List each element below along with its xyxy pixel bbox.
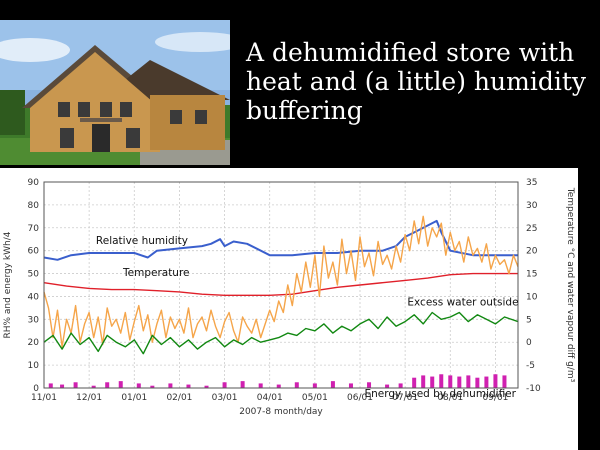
energy-bar	[294, 382, 299, 388]
x-tick-label: 02/01	[166, 393, 192, 403]
building-photo-drawing	[0, 20, 230, 165]
x-tick-label: 06/01	[347, 393, 373, 403]
x-tick-label: 11/01	[31, 393, 57, 403]
chart-series	[43, 215, 519, 388]
y-right-tick-label: 20	[526, 247, 538, 257]
chart-grid	[43, 181, 518, 389]
y-left-tick-label: 20	[28, 338, 40, 348]
x-tick-label: 08/01	[437, 393, 463, 403]
energy-bar	[118, 381, 123, 388]
series-line	[43, 311, 519, 355]
y-axis-left-title: RH% and energy kWh/4	[3, 231, 13, 338]
energy-bar	[150, 385, 155, 388]
energy-bar	[385, 384, 390, 388]
energy-bar	[421, 375, 426, 388]
y-left-tick-label: 70	[28, 224, 40, 234]
series-line	[43, 215, 519, 348]
energy-bar	[60, 384, 65, 388]
x-tick-label: 04/01	[257, 393, 283, 403]
energy-bar	[439, 374, 444, 388]
energy-bar	[73, 382, 78, 388]
x-tick-label: 03/01	[212, 393, 238, 403]
series-annotation: Excess water outside	[407, 297, 518, 309]
energy-bar	[430, 376, 435, 388]
x-tick-label: 01/01	[121, 393, 147, 403]
x-tick-label: 05/01	[302, 393, 328, 403]
y-axis-right-title: Temperature °C and water vapour diff g/m…	[565, 187, 575, 383]
y-right-tick-label: 15	[526, 270, 537, 280]
x-tick-label: 09/01	[482, 393, 508, 403]
x-tick-label: 07/01	[392, 393, 418, 403]
x-axis-title: 2007-8 month/day	[239, 407, 323, 417]
energy-bar	[168, 383, 173, 388]
energy-bar	[91, 385, 96, 388]
y-right-tick-label: 0	[526, 338, 532, 348]
y-left-tick-label: 30	[28, 315, 40, 325]
energy-bar	[186, 384, 191, 388]
energy-bar	[466, 375, 471, 388]
y-left-tick-label: 60	[28, 247, 40, 257]
energy-bar	[240, 381, 245, 388]
y-left-tick-label: 50	[28, 270, 40, 280]
plot-frame	[43, 181, 519, 389]
y-right-tick-label: 35	[526, 178, 537, 188]
energy-bar	[204, 385, 209, 388]
y-left-tick-label: 90	[28, 178, 40, 188]
series-annotation: Energy used by dehumidifier	[365, 388, 517, 400]
y-right-tick-label: -10	[526, 384, 541, 394]
energy-bar	[330, 381, 335, 388]
energy-bar	[493, 374, 498, 388]
energy-bar	[484, 376, 489, 388]
energy-bar	[367, 382, 372, 388]
energy-bar	[502, 375, 507, 388]
energy-bar	[448, 375, 453, 388]
energy-bar	[48, 383, 53, 388]
y-left-tick-label: 0	[33, 384, 39, 394]
energy-bar	[222, 382, 227, 388]
y-left-tick-label: 40	[28, 292, 40, 302]
chart-panel: 0 10 20 30 40 50 60 70 80 90 35 30 25 20 15 10 5 0 -5 -10 11…	[0, 168, 578, 450]
x-tick-label: 12/01	[76, 393, 102, 403]
y-right-tick-label: -5	[526, 361, 535, 371]
building-photo	[0, 20, 230, 165]
y-right-tick-label: 30	[526, 201, 538, 211]
y-right-tick-label: 10	[526, 292, 538, 302]
energy-bar	[475, 377, 480, 388]
series-annotation: Relative humidity	[96, 235, 188, 247]
y-right-tick-label: 5	[526, 315, 532, 325]
energy-bar	[398, 383, 403, 388]
energy-bar	[312, 383, 317, 388]
energy-bar	[276, 384, 281, 388]
energy-bar	[105, 382, 110, 388]
energy-bar	[136, 383, 141, 388]
chart-annotations: Relative humidity Temperature Excess water…	[96, 235, 519, 400]
y-right-tick-label: 25	[526, 224, 537, 234]
energy-bar	[412, 377, 417, 388]
y-left-tick-label: 80	[28, 201, 40, 211]
slide-title: A dehumidified store with heat and (a li…	[246, 38, 587, 125]
series-line	[43, 219, 518, 261]
series-line	[43, 272, 518, 297]
energy-bar	[348, 383, 353, 388]
energy-bar	[258, 383, 263, 388]
series-annotation: Temperature	[122, 267, 190, 279]
energy-bar	[457, 376, 462, 388]
y-left-tick-label: 10	[28, 361, 40, 371]
